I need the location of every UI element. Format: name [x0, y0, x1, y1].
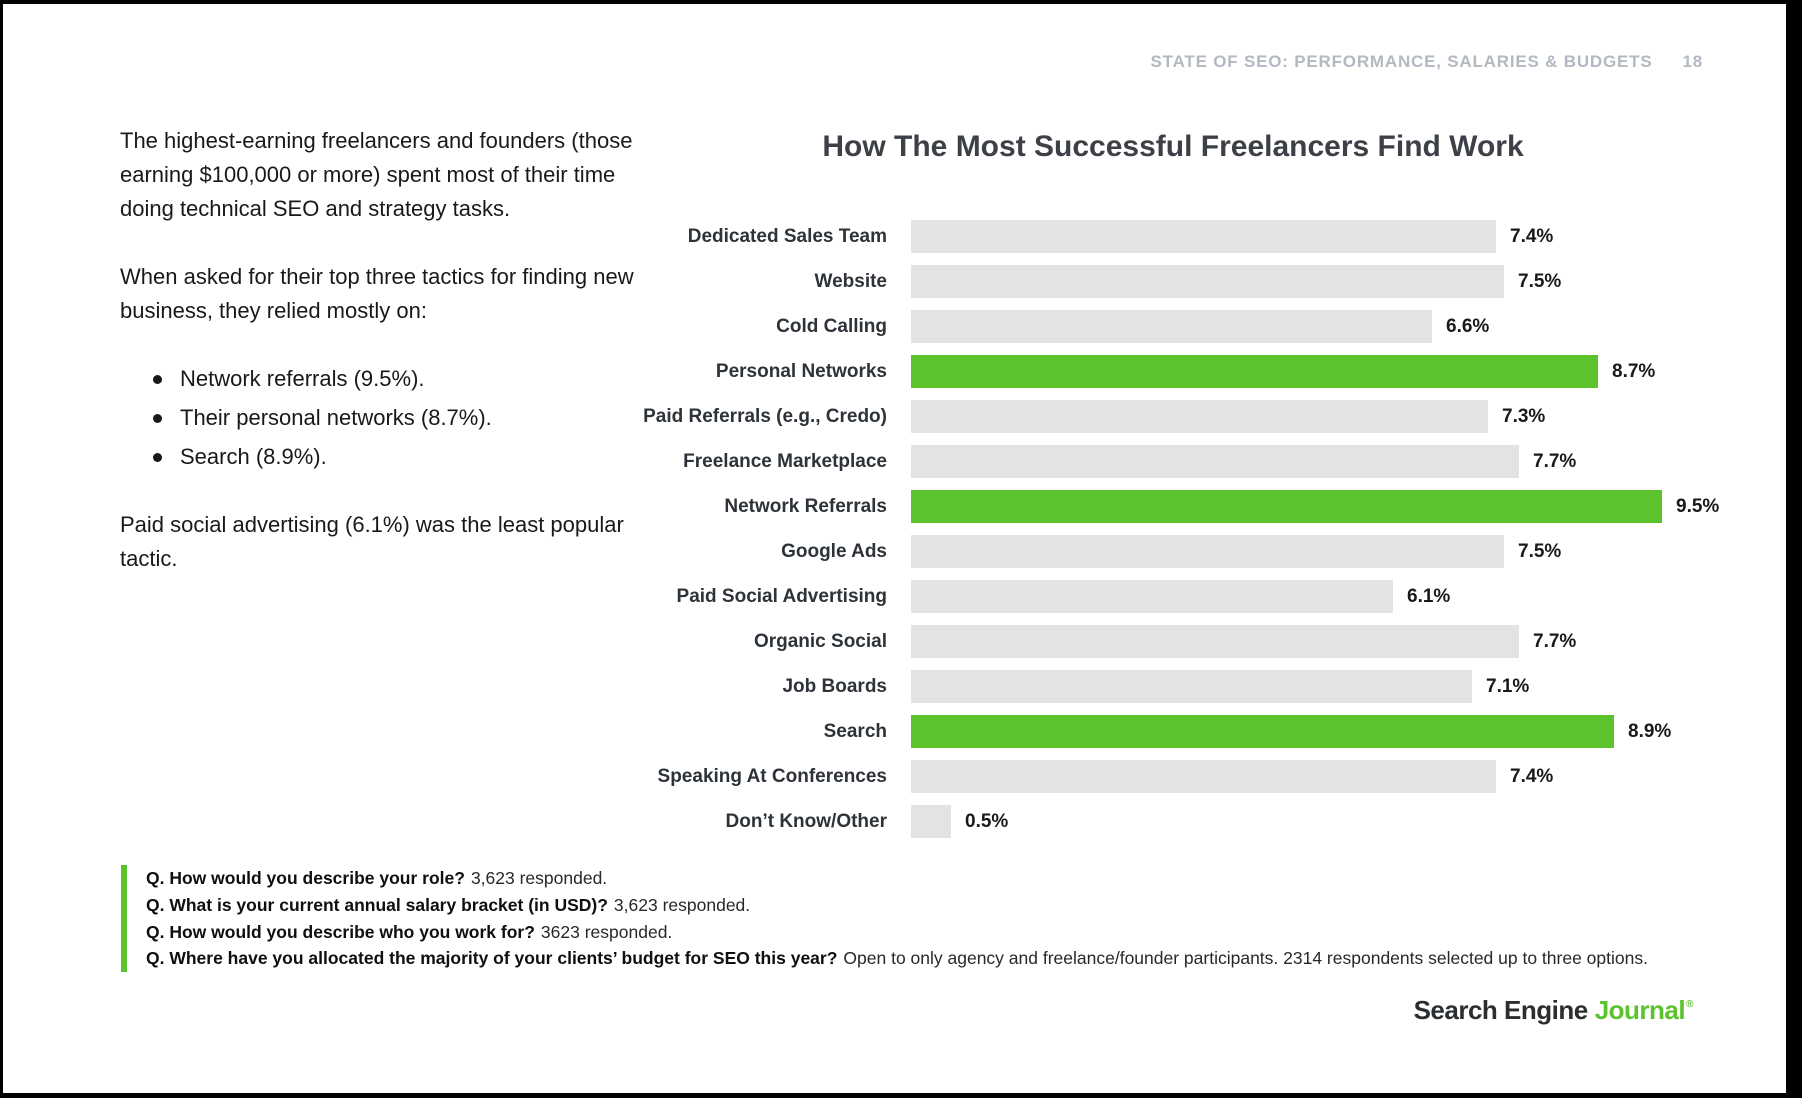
chart-title: How The Most Successful Freelancers Find… [822, 130, 1524, 163]
report-title: STATE OF SEO: PERFORMANCE, SALARIES & BU… [1150, 52, 1653, 71]
chart-row: Freelance Marketplace 7.7% [543, 439, 1773, 484]
bar-chart: Dedicated Sales Team 7.4% Website 7.5% Cold … [543, 214, 1773, 844]
page-header: STATE OF SEO: PERFORMANCE, SALARIES & BU… [1151, 52, 1703, 72]
bar-category-label: Don’t Know/Other [725, 810, 887, 832]
footnote-line: Q. What is your current annual salary br… [146, 892, 1648, 919]
narrative-paragraph-2: When asked for their top three tactics f… [120, 264, 634, 323]
tactics-bullet-list: Network referrals (9.5%). Their personal… [120, 362, 672, 474]
chart-row: Paid Social Advertising 6.1% [543, 574, 1773, 619]
bar [911, 310, 1432, 343]
bar [911, 220, 1496, 253]
bar [911, 445, 1519, 478]
bar-category-label: Job Boards [782, 675, 887, 697]
narrative-paragraph-3: Paid social advertising (6.1%) was the l… [120, 512, 624, 571]
bar-category-label: Cold Calling [776, 315, 887, 337]
footnote-answer: 3623 responded. [540, 921, 673, 942]
footnote-line: Q. How would you describe who you work f… [146, 919, 1648, 946]
registered-trademark-icon: ® [1686, 999, 1693, 1010]
bar [911, 760, 1496, 793]
bar-category-label: Dedicated Sales Team [687, 225, 887, 247]
bar-value-label: 8.9% [1628, 720, 1672, 742]
search-engine-journal-logo: Search Engine Journal ® [1413, 995, 1694, 1026]
bar-value-label: 7.1% [1486, 675, 1530, 697]
bar [911, 805, 951, 838]
bar-category-label: Paid Social Advertising [676, 585, 887, 607]
chart-row: Personal Networks 8.7% [543, 349, 1773, 394]
bar-value-label: 7.5% [1518, 540, 1562, 562]
bar-value-label: 6.6% [1446, 315, 1490, 337]
chart-row: Paid Referrals (e.g., Credo) 7.3% [543, 394, 1773, 439]
bar-value-label: 9.5% [1676, 495, 1720, 517]
chart-row: Search 8.9% [543, 709, 1773, 754]
chart-row: Speaking At Conferences 7.4% [543, 754, 1773, 799]
bar-value-label: 8.7% [1612, 360, 1656, 382]
bar-category-label: Network Referrals [724, 495, 887, 517]
bar-value-label: 7.4% [1510, 225, 1554, 247]
bar [911, 355, 1598, 388]
bar-category-label: Website [814, 270, 887, 292]
logo-text-green: Journal [1594, 995, 1686, 1025]
bullet-item: Their personal networks (8.7%). [120, 401, 672, 435]
bar-value-label: 7.3% [1502, 405, 1546, 427]
bar-value-label: 6.1% [1407, 585, 1451, 607]
bar-category-label: Paid Referrals (e.g., Credo) [643, 405, 887, 427]
footnote-line: Q. Where have you allocated the majority… [146, 945, 1648, 972]
bar-value-label: 7.5% [1518, 270, 1562, 292]
bar [911, 535, 1504, 568]
bar-category-label: Search [823, 720, 887, 742]
bar [911, 490, 1662, 523]
footnote-question: Q. Where have you allocated the majority… [146, 948, 838, 969]
chart-row: Don’t Know/Other 0.5% [543, 799, 1773, 844]
bar-value-label: 7.4% [1510, 765, 1554, 787]
footnote-question: Q. How would you describe who you work f… [146, 921, 535, 942]
report-page: STATE OF SEO: PERFORMANCE, SALARIES & BU… [3, 4, 1786, 1093]
bar-value-label: 7.7% [1533, 450, 1577, 472]
chart-row: Cold Calling 6.6% [543, 304, 1773, 349]
bullet-item: Network referrals (9.5%). [120, 362, 672, 396]
logo-text-dark: Search Engine [1413, 995, 1589, 1025]
bar [911, 625, 1519, 658]
footnote-question: Q. What is your current annual salary br… [146, 894, 608, 915]
chart-row: Organic Social 7.7% [543, 619, 1773, 664]
bar-category-label: Speaking At Conferences [657, 765, 887, 787]
footnote-answer: 3,623 responded. [470, 868, 608, 888]
bar [911, 400, 1488, 433]
footnote-line: Q. How would you describe your role? 3,62… [146, 865, 1648, 892]
footnote-answer: 3,623 responded. [613, 894, 751, 915]
chart-row: Website 7.5% [543, 259, 1773, 304]
survey-footnotes: Q. How would you describe your role? 3,62… [121, 865, 1648, 973]
narrative-text-block: The highest-earning freelancers and foun… [120, 124, 672, 576]
bar [911, 580, 1393, 613]
bullet-item: Search (8.9%). [120, 440, 672, 474]
bar-category-label: Personal Networks [715, 360, 887, 382]
footnote-question: Q. How would you describe your role? [146, 868, 465, 888]
chart-row: Job Boards 7.1% [543, 664, 1773, 709]
narrative-paragraph-1: The highest-earning freelancers and foun… [120, 128, 633, 221]
bar-value-label: 0.5% [965, 810, 1009, 832]
chart-row: Google Ads 7.5% [543, 529, 1773, 574]
bar-value-label: 7.7% [1533, 630, 1577, 652]
page-number: 18 [1682, 52, 1703, 71]
bar [911, 265, 1504, 298]
bar [911, 670, 1472, 703]
chart-row: Dedicated Sales Team 7.4% [543, 214, 1773, 259]
bar-category-label: Organic Social [753, 630, 887, 652]
bar-category-label: Freelance Marketplace [683, 450, 887, 472]
chart-row: Network Referrals 9.5% [543, 484, 1773, 529]
bar [911, 715, 1614, 748]
footnote-answer: Open to only agency and freelance/founde… [843, 948, 1648, 969]
bar-category-label: Google Ads [781, 540, 887, 562]
